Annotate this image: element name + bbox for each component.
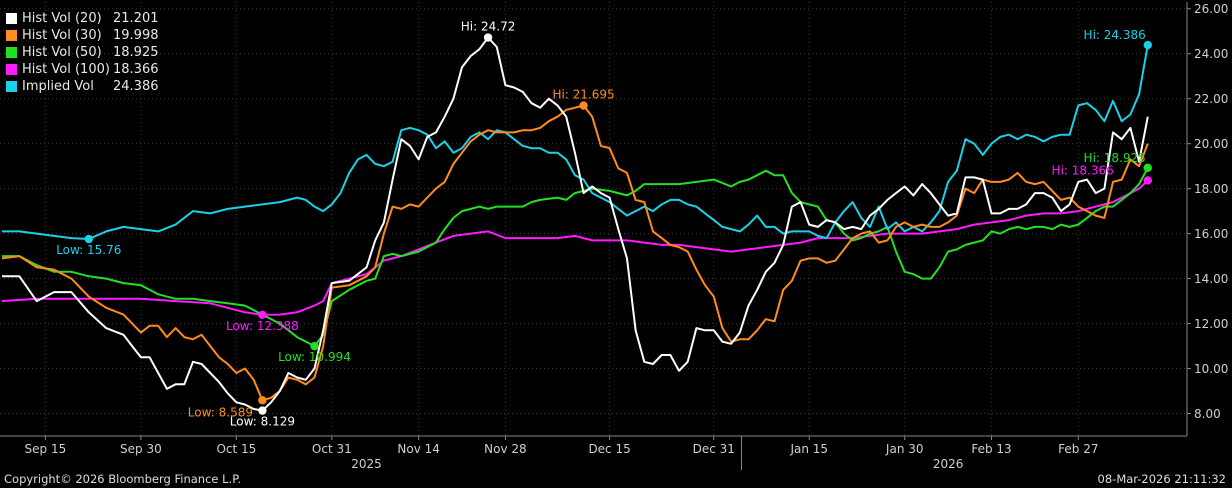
legend-series-name: Hist Vol (30) (22, 28, 102, 43)
legend-series-value: 24.386 (113, 79, 159, 94)
y-tick-label: 8.00 (1194, 407, 1221, 421)
y-tick-label: 24.00 (1194, 47, 1228, 61)
extreme-marker (310, 341, 319, 351)
extreme-label: Low: 15.76 (56, 243, 121, 257)
series-line-hist-vol-30- (1, 104, 1149, 402)
x-tick-label: Oct 15 (216, 442, 256, 456)
legend-swatch (6, 47, 17, 58)
extreme-label: Low: 10.994 (278, 350, 351, 364)
legend-series-name: Implied Vol (22, 79, 94, 94)
x-tick-label: Jan 15 (789, 442, 828, 456)
extreme-marker (258, 406, 267, 415)
extreme-label: Hi: 18.366 (1052, 163, 1114, 177)
legend-entry: Hist Vol (100) 18.366 (6, 61, 159, 78)
legend-series-value: 18.925 (113, 45, 159, 60)
extreme-marker (84, 234, 94, 244)
legend-series-name: Hist Vol (50) (22, 45, 102, 60)
legend-series-name: Hist Vol (100) (22, 62, 110, 77)
legend-entry: Implied Vol 24.386 (6, 78, 159, 95)
y-tick-label: 10.00 (1194, 362, 1228, 376)
extreme-label: Hi: 18.925 (1084, 151, 1146, 165)
x-tick-label: Sep 30 (120, 442, 162, 456)
extreme-marker (579, 101, 588, 110)
x-tick-label: Feb 13 (971, 442, 1011, 456)
x-tick-label: Sep 15 (25, 442, 67, 456)
y-tick-label: 20.00 (1194, 137, 1228, 151)
y-tick-label: 26.00 (1194, 2, 1228, 16)
y-tick-label: 16.00 (1194, 227, 1228, 241)
x-tick-label: Nov 14 (397, 442, 440, 456)
y-tick-label: 14.00 (1194, 272, 1228, 286)
y-tick-label: 22.00 (1194, 92, 1228, 106)
extreme-label: Hi: 24.386 (1084, 28, 1146, 42)
x-tick-label: Oct 31 (312, 442, 352, 456)
extreme-label: Hi: 24.72 (461, 20, 516, 34)
legend-series-value: 18.366 (113, 62, 159, 77)
extreme-marker (1143, 40, 1152, 50)
legend-series-value: 21.201 (113, 11, 159, 26)
extreme-marker (483, 33, 493, 42)
extreme-marker (1143, 176, 1152, 185)
legend-swatch (6, 30, 17, 41)
copyright-text: Copyright© 2026 Bloomberg Finance L.P. (4, 472, 241, 486)
legend-series-value: 19.998 (113, 28, 159, 43)
chart-series (1, 36, 1149, 412)
legend-entry: Hist Vol (50) 18.925 (6, 44, 159, 61)
chart-legend: Hist Vol (20) 21.201 Hist Vol (30) 19.998 Hi… (6, 10, 159, 95)
legend-swatch (6, 13, 17, 24)
extreme-label: Hi: 21.695 (552, 88, 614, 102)
x-tick-label: Jan 30 (885, 442, 924, 456)
x-tick-label: Dec 31 (693, 442, 735, 456)
y-tick-label: 18.00 (1194, 182, 1228, 196)
series-line-hist-vol-100- (1, 179, 1149, 316)
extreme-marker (1143, 163, 1152, 173)
legend-entry: Hist Vol (30) 19.998 (6, 27, 159, 44)
extreme-label: Low: 12.388 (226, 319, 299, 333)
year-label: 2026 (933, 457, 964, 471)
legend-entry: Hist Vol (20) 21.201 (6, 10, 159, 27)
chart-annotations: Hi: 24.72 Low: 8.129 Hi: 21.695 Low: 8.589 H… (56, 20, 1152, 429)
x-tick-label: Feb 27 (1058, 442, 1098, 456)
timestamp-text: 08-Mar-2026 21:11:32 (1097, 472, 1226, 486)
legend-series-name: Hist Vol (20) (22, 11, 102, 26)
x-tick-label: Nov 28 (484, 442, 527, 456)
extreme-marker (258, 310, 267, 320)
extreme-label: Low: 8.589 (188, 405, 253, 419)
extreme-marker (258, 396, 267, 405)
extreme-label: Low: 8.129 (230, 415, 295, 429)
series-line-hist-vol-20- (2, 36, 1149, 412)
chart-axes: 8.00 10.00 12.00 14.00 16.00 18.00 20.00 22.00 2… (0, 2, 1228, 471)
year-label: 2025 (351, 457, 382, 471)
legend-swatch (6, 64, 17, 75)
series-line-hist-vol-50- (2, 167, 1149, 348)
x-tick-label: Dec 15 (588, 442, 630, 456)
chart-grid (0, 2, 1187, 436)
legend-swatch (6, 81, 17, 92)
y-tick-label: 12.00 (1194, 317, 1228, 331)
series-line-implied-vol (2, 44, 1149, 240)
